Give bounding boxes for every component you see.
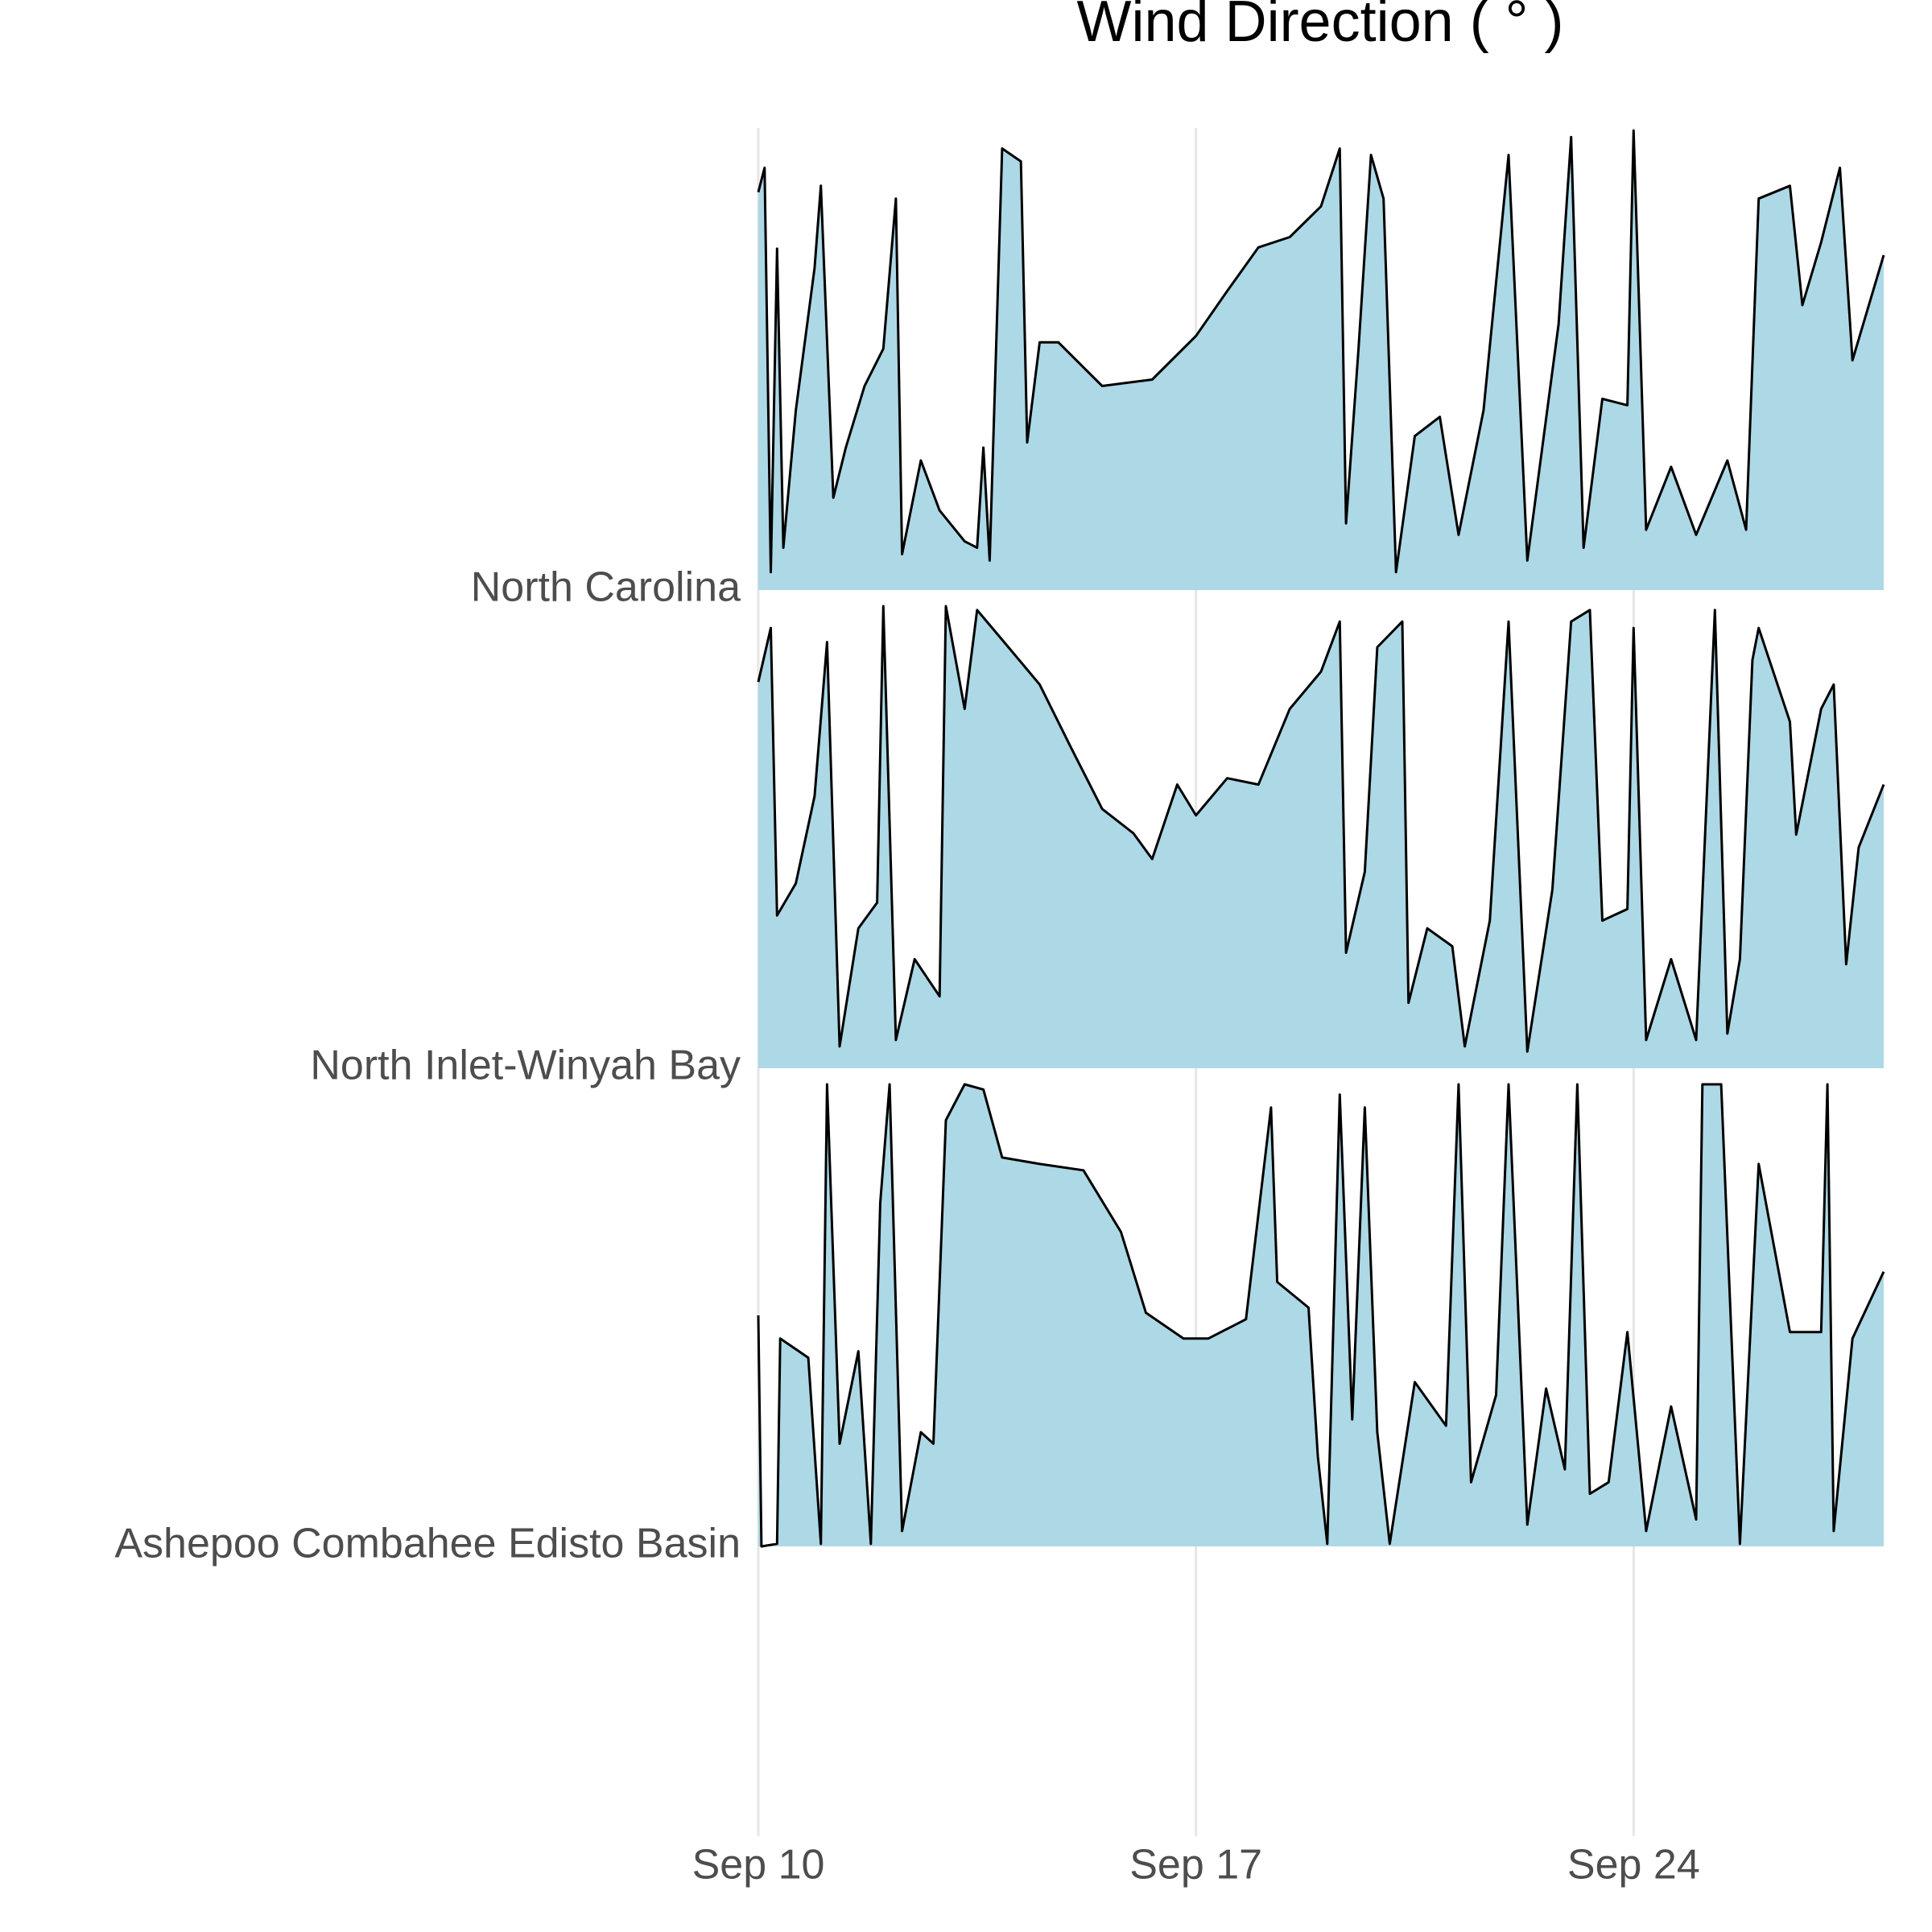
y-category-label: Ashepoo Combahee Edisto Basin bbox=[114, 1521, 741, 1567]
y-category-label: North Inlet-Winyah Bay bbox=[310, 1042, 741, 1089]
ridge-area bbox=[758, 1084, 1884, 1546]
x-tick-label: Sep 24 bbox=[1567, 1842, 1700, 1889]
x-tick-label: Sep 10 bbox=[692, 1842, 825, 1889]
ridge-line bbox=[757, 1083, 1885, 1548]
ridge-area bbox=[758, 130, 1884, 590]
ridge-line bbox=[757, 129, 1885, 574]
y-category-label: North Carolina bbox=[471, 564, 741, 611]
chart-title: Wind Direction ( ° ) bbox=[1077, 0, 1564, 54]
ridge-area bbox=[758, 606, 1884, 1068]
x-tick-label: Sep 17 bbox=[1129, 1842, 1262, 1889]
ridge-line bbox=[757, 605, 1885, 1053]
